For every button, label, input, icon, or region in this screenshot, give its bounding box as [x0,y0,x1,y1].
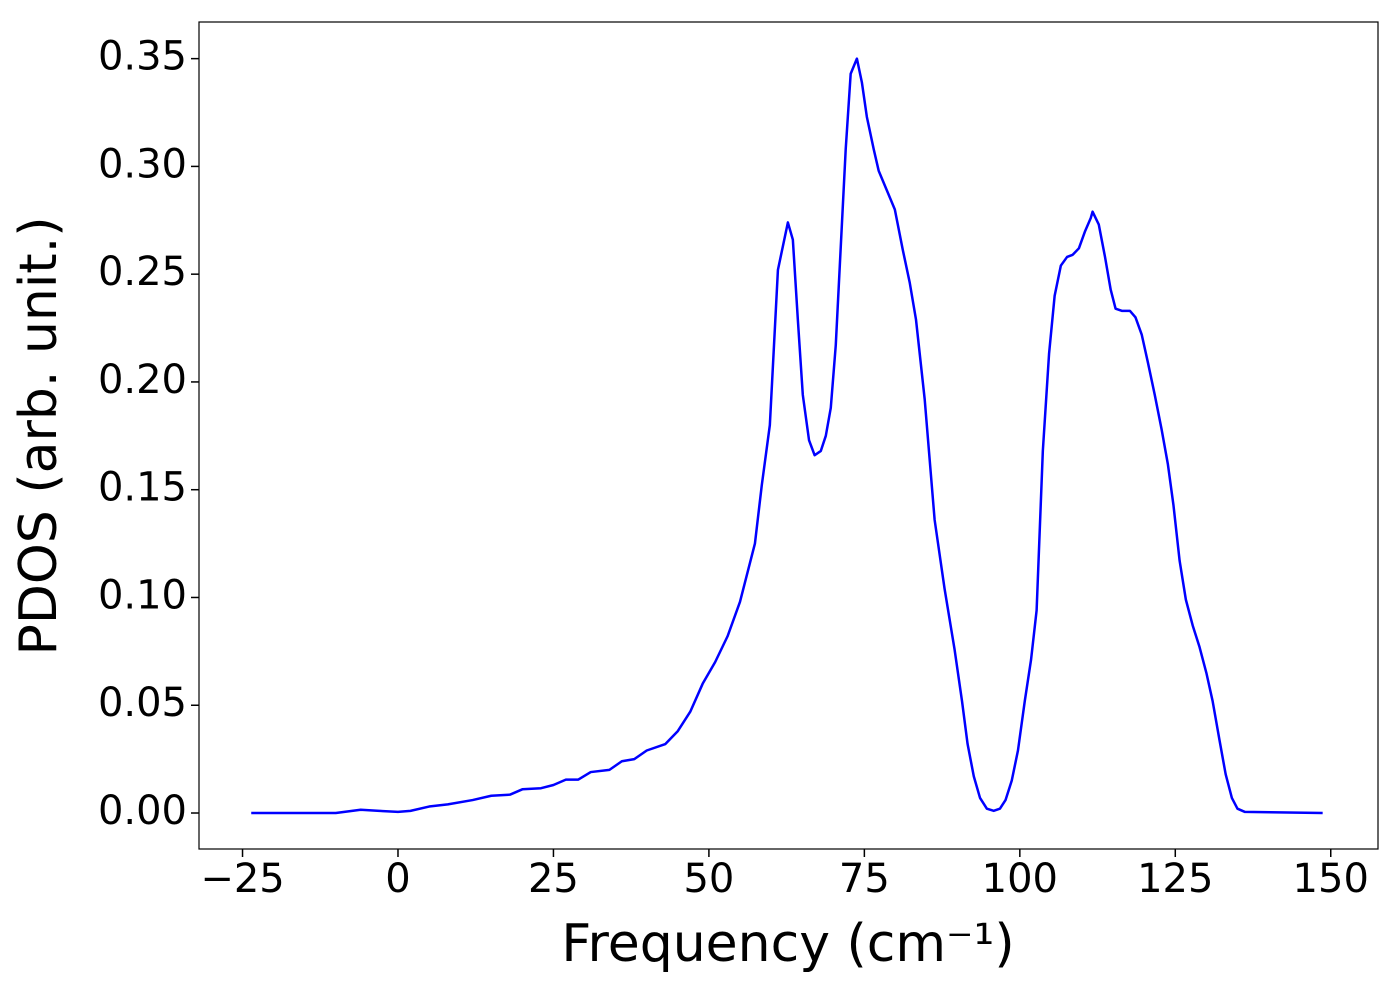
plot-frame [198,21,1379,850]
x-tick-label: 150 [1293,856,1369,902]
data-line [251,57,1323,815]
x-tick-label: 50 [683,856,734,902]
y-tick-label: 0.05 [98,680,187,726]
x-tick-label: 75 [839,856,890,902]
y-tick-label: 0.30 [98,141,187,187]
y-axis-label: PDOS (arb. unit.) [9,216,69,655]
y-tick-label: 0.10 [98,572,187,618]
y-tick-label: 0.00 [98,788,187,834]
x-tick-label: 25 [528,856,579,902]
y-tick-label: 0.15 [98,465,187,511]
x-axis-label: Frequency (cm⁻¹) [561,914,1014,974]
x-tick-label: 0 [385,856,410,902]
x-tick-label: −25 [200,856,284,902]
x-tick-label: 125 [1137,856,1213,902]
y-tick-label: 0.25 [98,249,187,295]
y-tick-label: 0.20 [98,357,187,403]
x-tick-label: 100 [982,856,1058,902]
y-tick-label: 0.35 [98,34,187,80]
